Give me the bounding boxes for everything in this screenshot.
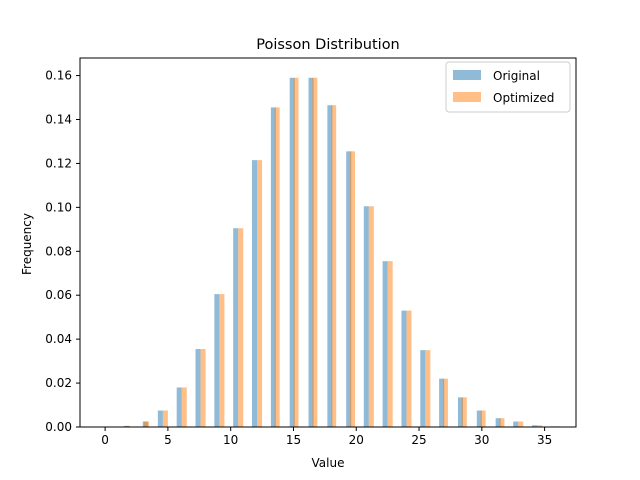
x-tick-label-25: 25 [411, 433, 426, 447]
bar-original-22 [513, 421, 519, 427]
bar-optimized-23 [537, 425, 543, 427]
bar-optimized-11 [312, 77, 318, 428]
bar-optimized-12 [331, 105, 337, 427]
bar-optimized-10 [293, 77, 299, 428]
x-tick-label-10: 10 [223, 433, 238, 447]
y-tick-label-1: 0.02 [45, 376, 72, 390]
bar-original-3 [157, 410, 163, 427]
y-tick-label-4: 0.08 [45, 244, 72, 258]
bar-original-15 [382, 261, 388, 427]
bar-optimized-21 [499, 418, 505, 427]
bar-optimized-3 [162, 410, 168, 427]
legend: Original Optimized [445, 61, 571, 113]
bar-optimized-15 [387, 261, 393, 427]
bar-optimized-5 [200, 349, 206, 427]
bar-original-14 [363, 206, 369, 427]
y-tick-label-8: 0.16 [45, 69, 72, 83]
bar-optimized-6 [219, 294, 225, 427]
bar-original-6 [214, 294, 220, 427]
bar-original-12 [327, 105, 333, 427]
bar-original-13 [346, 151, 352, 427]
bar-original-21 [495, 418, 501, 427]
bar-original-9 [270, 107, 276, 428]
bar-original-23 [532, 425, 538, 427]
y-tick-label-0: 0.00 [45, 420, 72, 434]
y-axis-label: Frequency [20, 213, 34, 275]
x-tick-label-15: 15 [286, 433, 301, 447]
bar-optimized-17 [425, 350, 431, 428]
y-tick-label-5: 0.10 [45, 200, 72, 214]
y-tick-label-6: 0.12 [45, 156, 72, 170]
bar-optimized-13 [349, 151, 355, 427]
bar-original-20 [476, 410, 482, 427]
bar-original-8 [252, 160, 258, 427]
legend-swatch-optimized [453, 92, 481, 102]
bar-optimized-20 [480, 410, 486, 427]
bar-optimized-9 [274, 107, 280, 428]
y-tick-label-7: 0.14 [45, 113, 72, 127]
bars-layer [123, 77, 561, 428]
y-tick-label-3: 0.06 [45, 288, 72, 302]
axes: 0 5 10 15 20 25 30 35 0.00 0.02 0.04 0.06 0.08 0.10 0.… [45, 57, 577, 447]
legend-label-original: Original [493, 69, 540, 83]
bar-optimized-22 [518, 421, 524, 427]
bar-optimized-8 [257, 160, 263, 427]
x-tick-label-30: 30 [474, 433, 489, 447]
bar-optimized-18 [442, 378, 448, 427]
plot-frame [79, 57, 577, 428]
y-tick-label-2: 0.04 [45, 332, 72, 346]
bar-original-16 [401, 310, 407, 427]
x-tick-label-20: 20 [349, 433, 364, 447]
bar-original-10 [289, 77, 295, 428]
x-tick-label-5: 5 [164, 433, 172, 447]
bar-original-19 [457, 397, 463, 427]
x-tick-label-0: 0 [101, 433, 109, 447]
x-tick-label-35: 35 [537, 433, 552, 447]
bar-original-4 [176, 387, 182, 427]
x-axis-label: Value [312, 456, 345, 470]
bar-optimized-2 [144, 421, 150, 427]
bar-original-17 [420, 350, 426, 428]
bar-original-5 [195, 349, 201, 427]
bar-original-11 [308, 77, 314, 428]
bar-optimized-1 [125, 425, 131, 427]
bar-original-7 [233, 228, 239, 427]
bar-original-18 [439, 378, 445, 427]
legend-swatch-original [453, 70, 481, 80]
legend-label-optimized: Optimized [493, 91, 554, 105]
bar-optimized-19 [461, 397, 467, 427]
bar-optimized-7 [238, 228, 244, 427]
chart-title: Poisson Distribution [256, 37, 400, 53]
bar-optimized-4 [181, 387, 187, 427]
bar-optimized-14 [368, 206, 374, 427]
bar-optimized-16 [406, 310, 412, 427]
